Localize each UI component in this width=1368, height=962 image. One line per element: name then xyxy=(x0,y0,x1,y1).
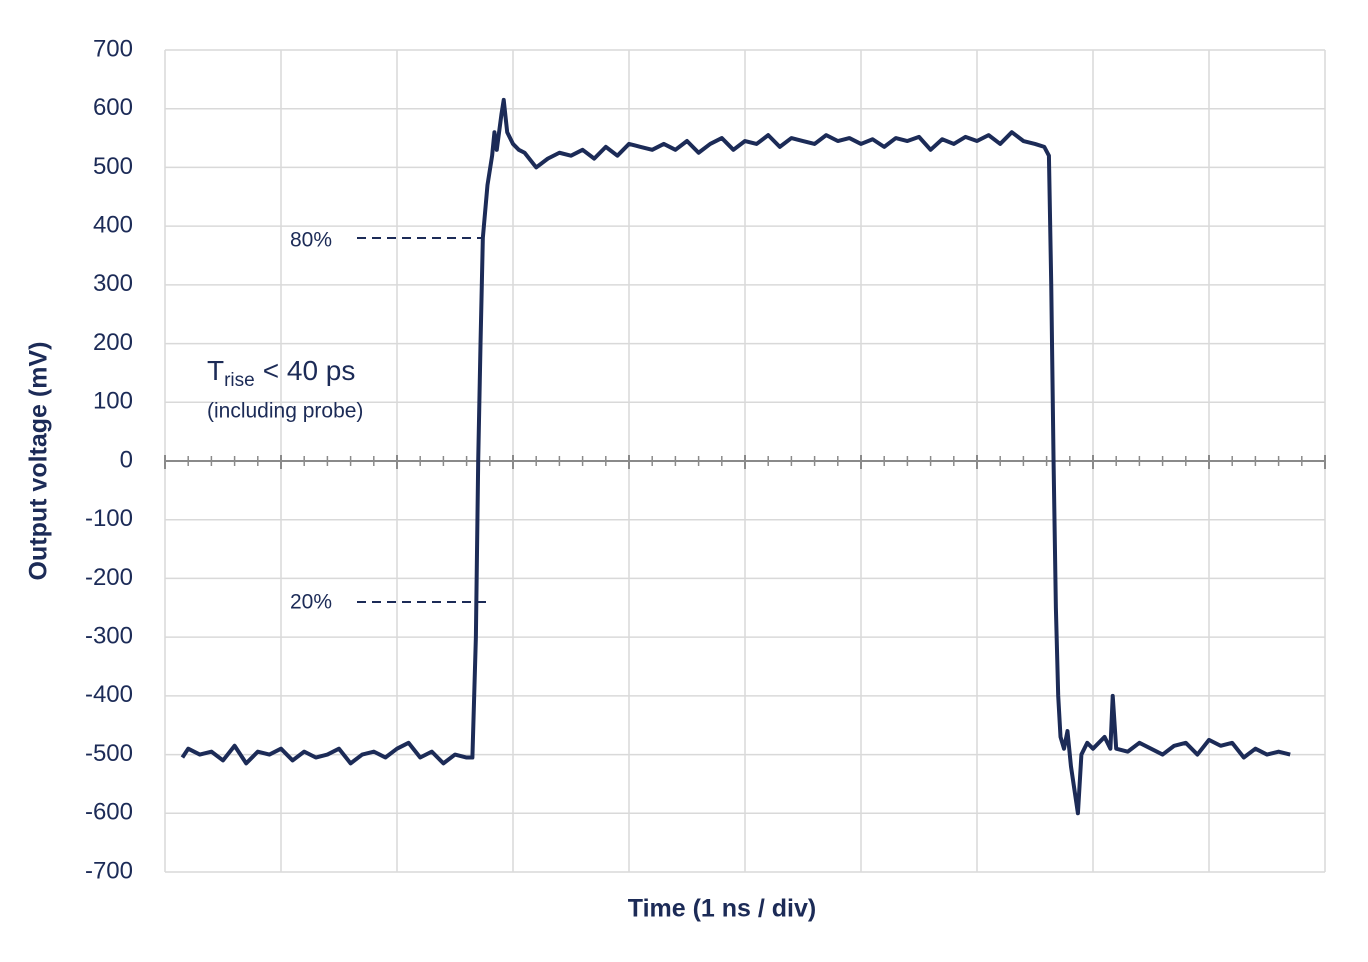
y-tick-label: 400 xyxy=(93,211,133,238)
y-tick-label: 500 xyxy=(93,153,133,180)
y-tick-label: 200 xyxy=(93,329,133,356)
annotation: T xyxy=(207,355,224,386)
data-line xyxy=(180,97,1291,816)
y-tick-label: -500 xyxy=(85,740,133,767)
y-tick-label: 600 xyxy=(93,94,133,121)
y-axis-title: Output voltage (mV) xyxy=(25,342,53,581)
y-tick-label: 0 xyxy=(120,446,133,473)
y-tick-label: -100 xyxy=(85,505,133,532)
y-tick-label: 700 xyxy=(93,35,133,62)
y-tick-label: 300 xyxy=(93,270,133,297)
annotation: (including probe) xyxy=(207,400,363,423)
annotation: rise xyxy=(224,370,255,391)
annotation: 80% xyxy=(290,229,332,252)
y-tick-label: -700 xyxy=(85,857,133,884)
y-tick-label: -400 xyxy=(85,681,133,708)
y-tick-label: -600 xyxy=(85,799,133,826)
y-tick-label: -300 xyxy=(85,622,133,649)
annotation: Trise < 40 ps xyxy=(207,355,355,391)
y-tick-label: 100 xyxy=(93,388,133,415)
annotation: < 40 ps xyxy=(263,355,356,386)
annotation: 20% xyxy=(290,591,332,614)
y-tick-label: -200 xyxy=(85,564,133,591)
x-axis-title: Time (1 ns / div) xyxy=(628,895,816,923)
